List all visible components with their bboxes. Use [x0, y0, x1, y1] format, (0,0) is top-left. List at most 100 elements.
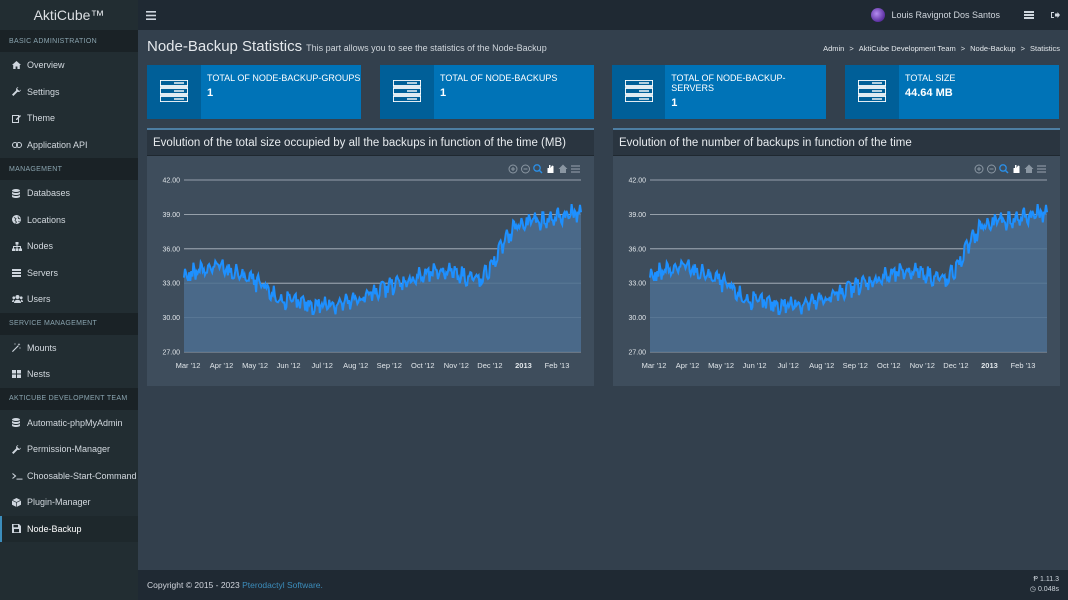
sidebar-item-overview[interactable]: Overview — [0, 52, 138, 79]
reset-zoom-icon[interactable] — [1024, 164, 1034, 174]
zoom-select-icon[interactable] — [999, 164, 1009, 174]
breadcrumb-admin[interactable]: Admin — [823, 44, 845, 53]
clock-icon: ◷ — [1029, 586, 1037, 593]
avatar[interactable] — [871, 8, 886, 22]
sidebar-item-label: Plugin-Manager — [27, 497, 91, 508]
sidebar-item-settings[interactable]: Settings — [0, 79, 138, 106]
series-line — [649, 203, 1048, 316]
stat-label: TOTAL SIZE — [905, 73, 956, 83]
home-icon — [12, 61, 24, 70]
zoom-out-icon[interactable] — [987, 164, 996, 174]
page-title: Node-Backup Statistics — [147, 38, 303, 55]
sidebar-section-header: BASIC ADMINISTRATION — [0, 30, 138, 52]
menu-icon[interactable] — [1037, 165, 1046, 173]
sidebar-section-header: MANAGEMENT — [0, 158, 138, 180]
x-tick-label: Apr '12 — [676, 361, 700, 370]
save-icon — [12, 524, 24, 534]
menu-icon[interactable] — [571, 165, 580, 173]
sidebar-item-label: Servers — [27, 267, 59, 278]
sidebar-item-label: Users — [27, 294, 51, 305]
y-tick-label: 27.00 — [162, 350, 180, 357]
pterodactyl-link[interactable]: Pterodactyl Software. — [242, 580, 323, 590]
sidebar-toggle-icon[interactable] — [138, 0, 164, 30]
server-icon — [857, 78, 887, 105]
x-tick-label: Dec '12 — [943, 361, 968, 370]
sidebar-item-label: Overview — [27, 60, 65, 71]
breadcrumb-team[interactable]: AktiCube Development Team — [858, 44, 956, 53]
sidebar-item-application-api[interactable]: Application API — [0, 132, 138, 159]
x-tick-label: Sep '12 — [843, 361, 868, 370]
x-tick-label: May '12 — [708, 361, 734, 370]
sidebar-item-label: Node-Backup — [27, 523, 82, 534]
y-tick-label: 33.00 — [162, 281, 180, 288]
chart-panel-size: Evolution of the total size occupied by … — [147, 128, 594, 386]
x-tick-label: 2013 — [515, 361, 532, 370]
sidebar-item-node-backup[interactable]: Node-Backup — [0, 515, 138, 542]
app-logo[interactable]: AktiCube™ — [0, 0, 138, 30]
server-icon — [12, 268, 24, 277]
page-subtitle: This part allows you to see the statisti… — [306, 43, 547, 53]
sidebar-item-mounts[interactable]: Mounts — [0, 335, 138, 362]
sidebar-item-choosable-start-command[interactable]: Choosable-Start-Command — [0, 463, 138, 490]
sidebar-item-plugin-manager[interactable]: Plugin-Manager — [0, 489, 138, 516]
wrench-icon — [12, 444, 24, 454]
terminal-icon — [12, 472, 24, 480]
pan-icon[interactable] — [547, 165, 554, 173]
sidebar-item-databases[interactable]: Databases — [0, 180, 138, 207]
reset-zoom-icon[interactable] — [558, 164, 568, 174]
server-list-icon[interactable] — [1016, 0, 1042, 30]
sidebar-item-locations[interactable]: Locations — [0, 207, 138, 234]
x-tick-label: Jul '12 — [311, 361, 332, 370]
stat-box-backups: TOTAL OF NODE-BACKUPS 1 — [380, 65, 594, 119]
sidebar-section-header: AKTICUBE DEVELOPMENT TEAM — [0, 387, 138, 410]
stat-boxes: TOTAL OF NODE-BACKUP-GROUPS 1 TOTAL OF NO… — [147, 65, 1060, 119]
size-chart[interactable]: 42.00 39.00 36.00 33.00 30.00 27.00 Mar '12 Apr… — [147, 156, 594, 386]
main-content: Node-Backup Statistics This part allows … — [138, 30, 1068, 570]
globe-icon — [12, 215, 24, 225]
user-name[interactable]: Louis Ravignot Dos Santos — [891, 10, 1000, 20]
zoom-out-icon[interactable] — [521, 164, 530, 174]
x-tick-label: Aug '12 — [809, 361, 834, 370]
sidebar-item-label: Nodes — [27, 241, 54, 252]
zoom-in-icon[interactable] — [974, 164, 984, 174]
server-icon — [623, 78, 654, 105]
sidebar-item-automatic-phpmyadmin[interactable]: Automatic-phpMyAdmin — [0, 410, 138, 437]
database-icon — [12, 188, 24, 198]
copyright-text: Copyright © 2015 - 2023 — [147, 580, 243, 590]
x-tick-label: Jul '12 — [777, 361, 798, 370]
sidebar-item-users[interactable]: Users — [0, 286, 138, 313]
y-tick-label: 30.00 — [162, 315, 180, 322]
x-tick-label: Sep '12 — [377, 361, 402, 370]
x-tick-label: Mar '12 — [176, 361, 201, 370]
stat-label: TOTAL OF NODE-BACKUP-GROUPS — [207, 73, 361, 83]
sidebar-item-label: Nests — [27, 369, 51, 380]
stat-value: 1 — [440, 87, 447, 99]
sidebar-item-nodes[interactable]: Nodes — [0, 233, 138, 260]
y-tick-label: 30.00 — [628, 315, 646, 322]
sidebar-item-label: Settings — [27, 86, 60, 97]
breadcrumb-node-backup[interactable]: Node-Backup — [970, 44, 1016, 53]
sidebar-item-theme[interactable]: Theme — [0, 105, 138, 132]
sitemap-icon — [12, 241, 24, 251]
sidebar-item-permission-manager[interactable]: Permission-Manager — [0, 436, 138, 463]
wrench-icon — [12, 87, 24, 97]
count-chart[interactable]: 42.00 39.00 36.00 33.00 30.00 27.00 Mar '12 Apr… — [613, 156, 1060, 386]
sidebar-item-servers[interactable]: Servers — [0, 260, 138, 287]
y-tick-label: 42.00 — [162, 178, 180, 185]
chart-title: Evolution of the total size occupied by … — [147, 130, 594, 156]
chart-body: 42.00 39.00 36.00 33.00 30.00 27.00 Mar '12 Apr… — [147, 156, 594, 386]
series-line — [183, 203, 582, 316]
chart-panel-count: Evolution of the number of backups in fu… — [613, 128, 1060, 386]
sidebar-item-nests[interactable]: Nests — [0, 361, 138, 388]
logout-icon[interactable] — [1042, 0, 1068, 30]
zoom-select-icon[interactable] — [533, 164, 543, 174]
x-tick-label: Jun '12 — [743, 361, 767, 370]
x-tick-label: Oct '12 — [411, 361, 435, 370]
copyright: Copyright © 2015 - 2023 Pterodactyl Soft… — [147, 580, 323, 590]
pan-icon[interactable] — [1013, 165, 1020, 173]
y-tick-label: 36.00 — [162, 246, 180, 253]
x-tick-label: Mar '12 — [642, 361, 667, 370]
stat-value: 1 — [207, 87, 214, 99]
stat-label: TOTAL OF NODE-BACKUP-SERVERS — [671, 73, 786, 93]
zoom-in-icon[interactable] — [508, 164, 518, 174]
